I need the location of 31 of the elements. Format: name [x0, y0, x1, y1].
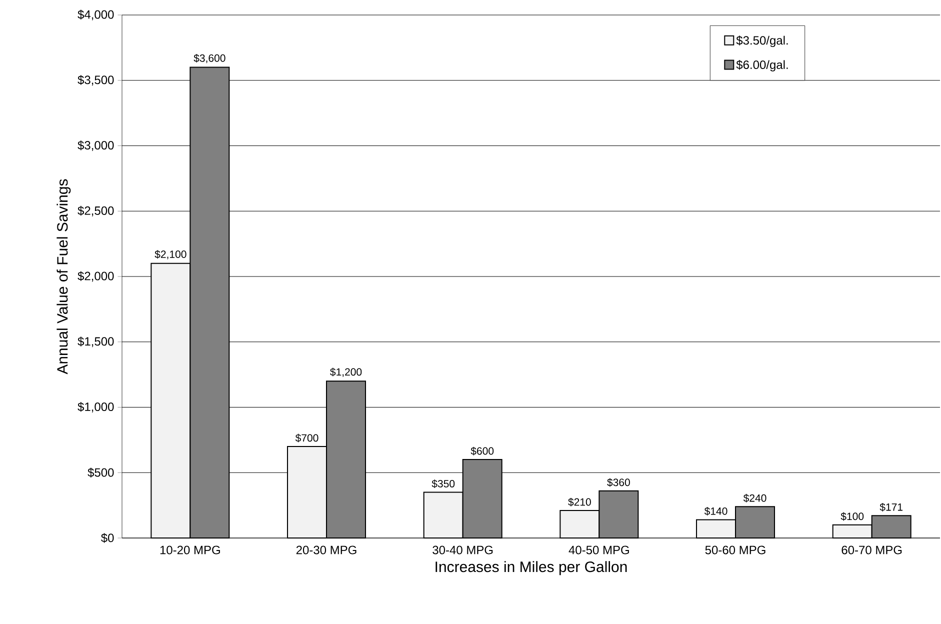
x-tick-label: 40-50 MPG	[568, 546, 629, 554]
data-label: $2,100	[154, 250, 186, 260]
y-tick-label: $500	[88, 468, 114, 478]
data-label: $350	[432, 480, 455, 488]
y-tick-label: $3,000	[78, 140, 114, 151]
data-label: $100	[840, 512, 864, 521]
data-label: $360	[607, 478, 630, 487]
y-axis-title: Annual Value of Fuel Savings	[56, 179, 71, 374]
legend-label: $3.50/gal.	[736, 36, 788, 48]
x-tick-label: 10-20 MPG	[160, 546, 220, 554]
x-axis-title: Increases in Miles per Gallon	[436, 561, 627, 576]
y-tick-label: $1,000	[78, 402, 114, 412]
data-label: $210	[568, 498, 591, 506]
data-label: $700	[295, 434, 318, 442]
data-label: $600	[470, 446, 494, 456]
data-label: $1,200	[330, 368, 362, 377]
data-label: $140	[704, 507, 728, 516]
legend-label: $6.00/gal.	[736, 60, 788, 72]
data-label: $240	[743, 494, 766, 502]
y-tick-label: $0	[101, 533, 114, 543]
y-tick-label: $1,500	[78, 336, 114, 348]
x-tick-label: 20-30 MPG	[296, 546, 356, 554]
x-tick-label: 30-40 MPG	[432, 546, 493, 554]
y-tick-label: $3,500	[78, 75, 114, 86]
data-label: $171	[880, 502, 902, 512]
data-label: $3,600	[194, 54, 226, 64]
y-tick-label: $4,000	[78, 10, 114, 20]
x-tick-label: 50-60 MPG	[705, 546, 766, 554]
x-tick-label: 60-70 MPG	[842, 546, 902, 554]
y-tick-label: $2,000	[78, 271, 114, 282]
y-tick-label: $2,500	[78, 206, 114, 216]
